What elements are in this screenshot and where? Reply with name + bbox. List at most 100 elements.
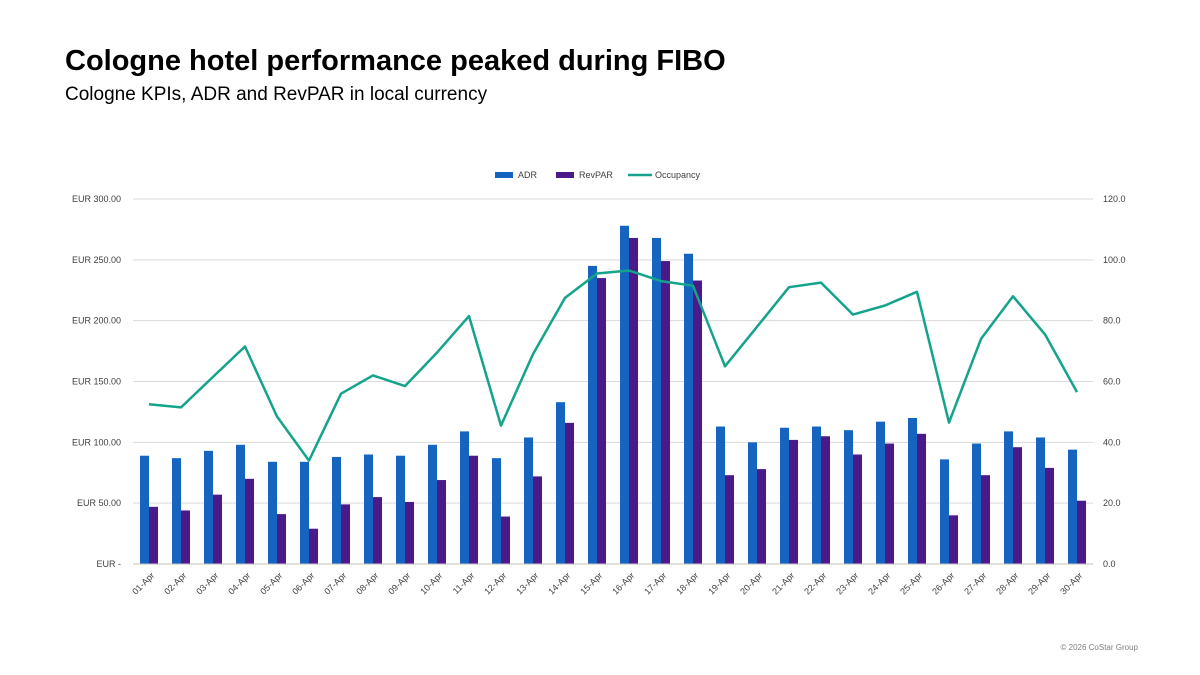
adr-bar — [940, 459, 949, 564]
revpar-bar — [917, 433, 926, 564]
adr-bar — [716, 426, 725, 564]
x-tick-label: 18-Apr — [674, 570, 700, 596]
revpar-bar — [341, 504, 350, 564]
legend-occupancy-label: Occupancy — [655, 170, 701, 180]
adr-bar — [844, 430, 853, 564]
revpar-bar — [821, 436, 830, 564]
revpar-bar — [469, 455, 478, 564]
x-tick-label: 08-Apr — [354, 570, 380, 596]
revpar-bar — [661, 261, 670, 564]
revpar-bar — [501, 516, 510, 564]
adr-bar — [908, 418, 917, 564]
y-left-tick-label: EUR 250.00 — [72, 255, 121, 265]
revpar-bar — [309, 528, 318, 564]
adr-bar — [364, 454, 373, 564]
revpar-bar — [853, 454, 862, 564]
revpar-bar — [949, 515, 958, 564]
x-tick-label: 20-Apr — [738, 570, 764, 596]
x-tick-label: 10-Apr — [418, 570, 444, 596]
x-tick-label: 29-Apr — [1026, 570, 1052, 596]
adr-bar — [620, 225, 629, 564]
adr-bar — [1004, 431, 1013, 564]
revpar-bar — [245, 478, 254, 564]
x-tick-label: 15-Apr — [578, 570, 604, 596]
adr-bar — [332, 456, 341, 564]
chart-title: Cologne hotel performance peaked during … — [65, 45, 726, 77]
adr-bar — [396, 455, 405, 564]
x-tick-label: 24-Apr — [866, 570, 892, 596]
adr-bar — [684, 253, 693, 564]
x-tick-label: 16-Apr — [610, 570, 636, 596]
revpar-bar — [885, 443, 894, 564]
x-tick-label: 13-Apr — [514, 570, 540, 596]
adr-bar — [236, 444, 245, 564]
revpar-bar — [565, 422, 574, 564]
x-tick-label: 27-Apr — [962, 570, 988, 596]
revpar-bar — [1013, 447, 1022, 564]
adr-bar — [972, 443, 981, 564]
x-tick-label: 23-Apr — [834, 570, 860, 596]
y-right-tick-label: 40.0 — [1103, 437, 1121, 447]
adr-bar — [556, 402, 565, 564]
adr-bar — [460, 431, 469, 564]
adr-bar — [140, 455, 149, 564]
revpar-bar — [437, 480, 446, 564]
x-tick-label: 28-Apr — [994, 570, 1020, 596]
legend-adr-swatch — [495, 172, 513, 178]
y-right-tick-label: 120.0 — [1103, 194, 1126, 204]
legend-adr-label: ADR — [518, 170, 538, 180]
adr-bar — [876, 421, 885, 564]
revpar-bar — [277, 514, 286, 564]
adr-bar — [204, 450, 213, 564]
occupancy-line — [148, 269, 1079, 462]
legend: ADR RevPAR Occupancy — [495, 170, 701, 180]
revpar-bar — [693, 280, 702, 564]
revpar-bar — [405, 501, 414, 564]
y-left-tick-label: EUR 100.00 — [72, 437, 121, 447]
adr-bar — [492, 458, 501, 564]
adr-bar — [268, 461, 277, 564]
x-tick-label: 19-Apr — [706, 570, 732, 596]
x-tick-label: 11-Apr — [451, 570, 477, 596]
y-right-tick-label: 100.0 — [1103, 255, 1126, 265]
adr-bar — [172, 458, 181, 564]
x-tick-label: 17-Apr — [642, 570, 668, 596]
copyright-text: © 2026 CoStar Group — [1060, 643, 1139, 652]
adr-bar — [812, 426, 821, 564]
x-tick-label: 04-Apr — [226, 570, 252, 596]
adr-bar — [652, 237, 661, 564]
x-tick-label: 14-Apr — [546, 570, 572, 596]
x-tick-label: 22-Apr — [802, 570, 828, 596]
revpar-bar — [597, 278, 606, 564]
adr-bar — [748, 442, 757, 564]
y-left-tick-label: EUR 200.00 — [72, 316, 121, 326]
x-tick-label: 06-Apr — [290, 570, 316, 596]
adr-bar — [300, 461, 309, 564]
y-left-tick-label: EUR 300.00 — [72, 194, 121, 204]
y-right-tick-label: 60.0 — [1103, 377, 1121, 387]
revpar-bar — [981, 475, 990, 564]
x-tick-label: 07-Apr — [322, 570, 348, 596]
y-right-tick-label: 80.0 — [1103, 316, 1121, 326]
revpar-bar — [1045, 467, 1054, 564]
x-tick-label: 03-Apr — [194, 570, 220, 596]
legend-revpar-swatch — [556, 172, 574, 178]
revpar-bar — [533, 476, 542, 564]
x-tick-label: 12-Apr — [482, 570, 508, 596]
revpar-bar — [213, 494, 222, 564]
x-tick-label: 30-Apr — [1058, 570, 1084, 596]
y-left-tick-label: EUR - — [97, 559, 122, 569]
occupancy-line-group — [148, 269, 1079, 462]
revpar-bar — [789, 439, 798, 564]
revpar-bar — [181, 510, 190, 564]
y-left-tick-label: EUR 150.00 — [72, 377, 121, 387]
x-tick-label: 09-Apr — [386, 570, 412, 596]
x-tick-label: 21-Apr — [770, 570, 796, 596]
adr-bar — [588, 265, 597, 564]
x-tick-label: 26-Apr — [930, 570, 956, 596]
y-right-tick-label: 0.0 — [1103, 559, 1116, 569]
revpar-bar — [1077, 500, 1086, 564]
adr-bar — [780, 427, 789, 564]
x-tick-label: 02-Apr — [162, 570, 188, 596]
